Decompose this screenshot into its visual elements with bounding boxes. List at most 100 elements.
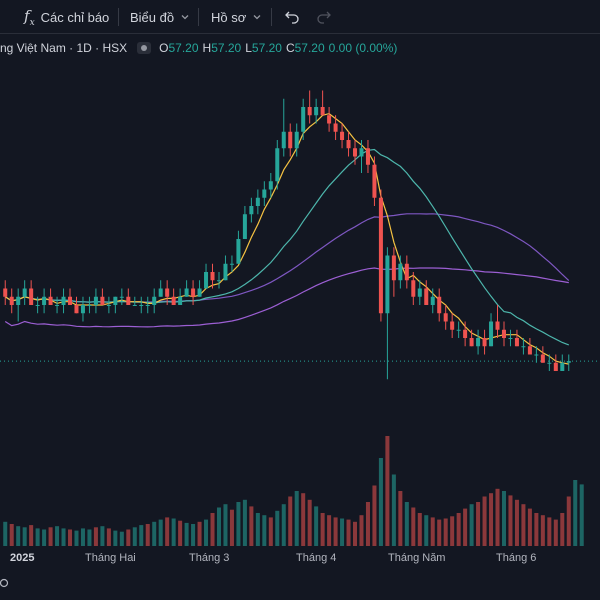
indicators-button[interactable]: fx Các chỉ báo bbox=[24, 6, 109, 28]
close-value: 57.20 bbox=[294, 41, 325, 55]
open-value: 57.20 bbox=[168, 41, 199, 55]
volume-bar bbox=[566, 496, 571, 546]
candle-body bbox=[450, 321, 455, 330]
symbol-legend: ng Việt Nam · 1D · HSX O 57.20 H 57.20 L 57… bbox=[0, 40, 401, 56]
volume-bar bbox=[268, 517, 273, 546]
volume-bar bbox=[417, 513, 422, 546]
volume-bar bbox=[437, 519, 442, 546]
undo-icon[interactable] bbox=[284, 9, 300, 25]
volume-bar bbox=[534, 513, 539, 546]
candle-body bbox=[443, 313, 448, 322]
charts-button[interactable]: Biểu đồ bbox=[130, 6, 190, 28]
volume-bar bbox=[553, 519, 558, 546]
candle-body bbox=[501, 329, 506, 338]
volume-bar bbox=[55, 526, 60, 546]
candle-body bbox=[16, 296, 21, 305]
volume-bar bbox=[87, 529, 92, 546]
volume-bar bbox=[398, 491, 403, 546]
profile-button[interactable]: Hồ sơ bbox=[211, 6, 262, 28]
redo-icon[interactable] bbox=[316, 9, 332, 25]
chevron-down-icon bbox=[181, 15, 189, 20]
candle-body bbox=[210, 272, 215, 281]
candle-body bbox=[365, 148, 370, 165]
candle-body bbox=[145, 305, 150, 306]
candle-body bbox=[93, 296, 98, 305]
candle-body bbox=[540, 354, 545, 363]
volume-bar bbox=[197, 521, 202, 546]
volume-bar bbox=[508, 495, 513, 546]
volume-bar bbox=[100, 526, 105, 546]
candle-body bbox=[249, 206, 254, 215]
candle-body bbox=[74, 305, 79, 314]
volume-bar bbox=[80, 528, 85, 546]
candle-body bbox=[68, 296, 73, 305]
candle-body bbox=[106, 305, 111, 306]
volume-bar bbox=[314, 506, 319, 546]
candle-body bbox=[119, 296, 124, 298]
candle-body bbox=[560, 362, 565, 371]
volume-bar bbox=[521, 504, 526, 546]
ma-long-line bbox=[4, 267, 569, 328]
candle-body bbox=[191, 288, 196, 297]
candle-body bbox=[476, 338, 481, 347]
volume-bar bbox=[165, 517, 170, 546]
candle-body bbox=[553, 362, 558, 371]
volume-bar bbox=[346, 519, 351, 546]
volume-bar bbox=[456, 513, 461, 546]
candle-body bbox=[216, 280, 221, 282]
volume-bar bbox=[281, 504, 286, 546]
volume-bar bbox=[443, 518, 448, 546]
fx-icon: fx bbox=[24, 6, 35, 28]
candle-body bbox=[398, 263, 403, 281]
candle-body bbox=[288, 131, 293, 149]
candle-body bbox=[404, 263, 409, 281]
candle-body bbox=[527, 346, 532, 355]
volume-bar bbox=[113, 530, 118, 546]
candle-body bbox=[229, 263, 234, 265]
close-key: C bbox=[285, 41, 295, 55]
volume-bar bbox=[327, 515, 332, 546]
toolbar-divider bbox=[198, 8, 199, 26]
volume-bar bbox=[3, 521, 8, 546]
settings-icon[interactable] bbox=[0, 575, 14, 591]
candle-body bbox=[55, 305, 60, 306]
top-toolbar: fx Các chỉ báo Biểu đồ Hồ sơ bbox=[0, 0, 600, 34]
candle-body bbox=[482, 338, 487, 347]
volume-bar bbox=[294, 491, 299, 546]
candle-body bbox=[463, 329, 468, 338]
candle-body bbox=[547, 362, 552, 364]
candle-body bbox=[456, 329, 461, 331]
candle-body bbox=[3, 288, 8, 297]
volume-bar bbox=[42, 529, 47, 546]
volume-bar bbox=[275, 510, 280, 546]
candle-body bbox=[514, 338, 519, 347]
candle-body bbox=[165, 288, 170, 297]
candle-body bbox=[327, 115, 332, 124]
volume-bar bbox=[216, 507, 221, 546]
candle-body bbox=[307, 107, 312, 116]
price-chart[interactable] bbox=[0, 34, 600, 546]
volume-bar bbox=[255, 513, 260, 546]
volume-bar bbox=[288, 496, 293, 546]
candle-body bbox=[42, 296, 47, 305]
eye-icon[interactable] bbox=[137, 42, 152, 54]
candle-body bbox=[391, 255, 396, 281]
candle-body bbox=[22, 288, 27, 297]
candle-body bbox=[152, 296, 157, 305]
volume-bar bbox=[262, 515, 267, 546]
volume-bar bbox=[372, 485, 377, 546]
candle-body bbox=[320, 107, 325, 116]
volume-bar bbox=[378, 458, 383, 546]
volume-bar bbox=[560, 513, 565, 546]
volume-bar bbox=[424, 515, 429, 546]
symbol-title[interactable]: ng Việt Nam · 1D · HSX bbox=[0, 41, 128, 55]
candle-body bbox=[301, 107, 306, 132]
volume-bar bbox=[152, 521, 157, 546]
chevron-down-icon bbox=[253, 15, 261, 20]
time-axis-label: Tháng Hai bbox=[85, 552, 136, 564]
volume-bar bbox=[476, 502, 481, 546]
volume-bar bbox=[61, 528, 66, 546]
volume-bar bbox=[469, 504, 474, 546]
volume-bar bbox=[210, 513, 215, 546]
change-value: 0.00 (0.00%) bbox=[328, 41, 398, 55]
